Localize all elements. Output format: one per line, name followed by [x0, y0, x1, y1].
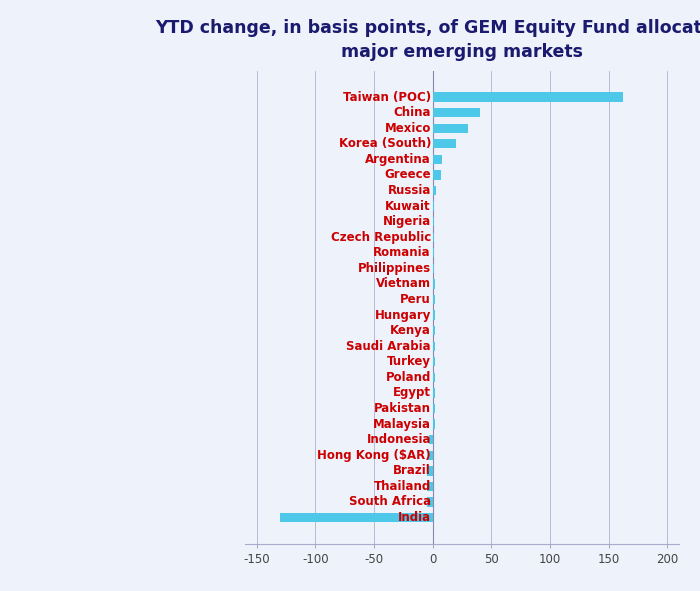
Text: Nigeria: Nigeria	[383, 215, 431, 228]
Text: Kenya: Kenya	[390, 324, 431, 337]
Text: Peru: Peru	[400, 293, 431, 306]
Bar	[433, 264, 434, 273]
Bar	[433, 92, 623, 102]
Bar	[433, 139, 456, 148]
Text: Poland: Poland	[386, 371, 431, 384]
Bar	[433, 280, 435, 288]
Text: Hungary: Hungary	[374, 309, 431, 322]
Text: Taiwan (POC): Taiwan (POC)	[343, 90, 431, 103]
Text: Argentina: Argentina	[365, 153, 431, 166]
Text: Saudi Arabia: Saudi Arabia	[346, 340, 431, 353]
Bar	[433, 217, 434, 226]
Bar	[433, 170, 441, 180]
Text: Vietnam: Vietnam	[376, 277, 431, 290]
Bar	[433, 420, 435, 429]
Bar	[433, 186, 436, 195]
Text: Pakistan: Pakistan	[374, 402, 431, 415]
Bar	[433, 404, 435, 413]
Bar	[433, 108, 480, 118]
Bar	[427, 497, 433, 506]
Text: Czech Republic: Czech Republic	[330, 230, 431, 243]
Bar	[427, 482, 433, 491]
Bar	[427, 466, 433, 476]
Bar	[428, 450, 433, 460]
Text: Philippines: Philippines	[358, 262, 431, 275]
Text: Romania: Romania	[373, 246, 431, 259]
Text: Kuwait: Kuwait	[385, 200, 431, 213]
Bar	[433, 357, 435, 366]
Text: India: India	[398, 511, 431, 524]
Bar	[433, 342, 435, 351]
Bar	[433, 202, 434, 211]
Text: China: China	[393, 106, 431, 119]
Bar	[280, 513, 433, 522]
Text: Greece: Greece	[384, 168, 431, 181]
Bar	[429, 435, 433, 444]
Bar	[433, 373, 435, 382]
Bar	[433, 326, 435, 335]
Text: Indonesia: Indonesia	[366, 433, 431, 446]
Text: Turkey: Turkey	[387, 355, 431, 368]
Text: Mexico: Mexico	[384, 122, 431, 135]
Text: South Africa: South Africa	[349, 495, 431, 508]
Text: Brazil: Brazil	[393, 465, 431, 478]
Bar	[433, 233, 434, 242]
Bar	[433, 295, 435, 304]
Bar	[433, 124, 468, 133]
Text: Egypt: Egypt	[393, 387, 431, 400]
Text: Thailand: Thailand	[374, 480, 431, 493]
Text: Malaysia: Malaysia	[373, 418, 431, 431]
Bar	[433, 310, 435, 320]
Text: Russia: Russia	[388, 184, 431, 197]
Bar	[433, 155, 442, 164]
Bar	[433, 388, 435, 398]
Text: Korea (South): Korea (South)	[339, 137, 431, 150]
Text: Hong Kong ($AR): Hong Kong ($AR)	[317, 449, 431, 462]
Bar	[433, 248, 434, 258]
Title: YTD change, in basis points, of GEM Equity Fund allocations to
major emerging ma: YTD change, in basis points, of GEM Equi…	[155, 20, 700, 61]
